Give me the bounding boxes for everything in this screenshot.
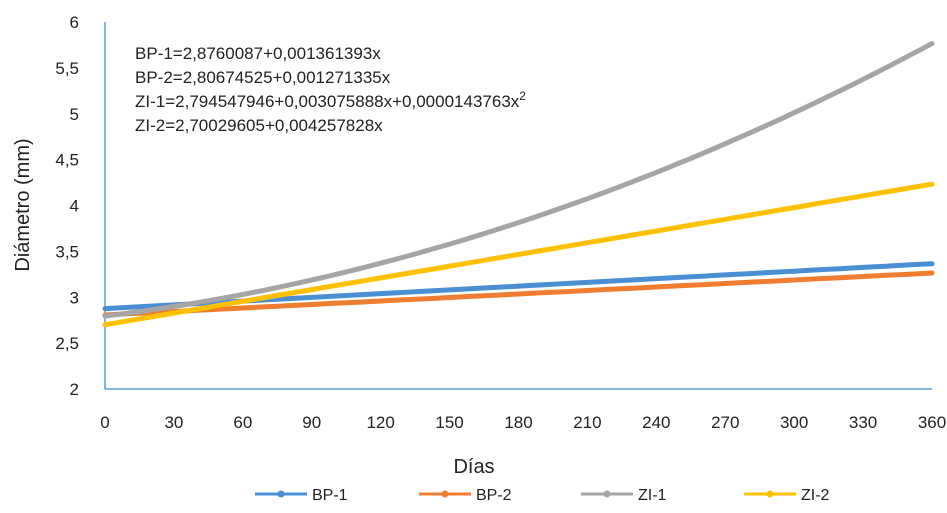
x-tick-label: 180: [504, 413, 532, 432]
x-tick-labels: 0 30 60 90 120 150 180 210 240 270 300 330 360: [100, 413, 946, 432]
y-tick-label: 4,5: [55, 151, 79, 170]
series-line-bp-2: [102, 270, 935, 318]
x-tick-label: 360: [918, 413, 946, 432]
legend-marker-zi-2: [766, 490, 774, 498]
y-tick-label: 4: [70, 197, 79, 216]
y-tick-label: 2,5: [55, 334, 79, 353]
x-tick-label: 240: [642, 413, 670, 432]
y-tick-label: 3,5: [55, 242, 79, 261]
x-tick-label: 210: [573, 413, 601, 432]
x-tick-label: 90: [302, 413, 321, 432]
legend-label-bp-1: BP-1: [312, 487, 348, 504]
x-tick-label: 30: [164, 413, 183, 432]
x-tick-label: 60: [233, 413, 252, 432]
x-tick-label: 300: [780, 413, 808, 432]
axes: [104, 22, 932, 390]
series-line-zi-2: [102, 181, 935, 328]
legend-label-zi-1: ZI-1: [638, 487, 667, 504]
x-tick-label: 270: [711, 413, 739, 432]
series-line-zi-1: [102, 41, 935, 319]
legend: BP-1 BP-2 ZI-1 ZI-2: [255, 487, 830, 504]
x-tick-label: 120: [366, 413, 394, 432]
legend-marker-bp-2: [441, 490, 449, 498]
equations: BP-1=2,8760087+0,001361393x BP-2=2,80674…: [135, 44, 526, 135]
legend-marker-zi-1: [603, 490, 611, 498]
x-axis-title: Días: [453, 456, 494, 478]
legend-label-bp-2: BP-2: [476, 487, 512, 504]
x-tick-label: 150: [435, 413, 463, 432]
equation-bp-2: BP-2=2,80674525+0,001271335x: [135, 68, 391, 87]
series-lines: [102, 41, 935, 328]
legend-label-zi-2: ZI-2: [801, 487, 830, 504]
equation-bp-1: BP-1=2,8760087+0,001361393x: [135, 44, 381, 63]
y-tick-label: 2: [70, 380, 79, 399]
equation-zi-1: ZI-1=2,794547946+0,003075888x+0,00001437…: [135, 89, 526, 111]
x-tick-label: 0: [100, 413, 109, 432]
y-tick-label: 6: [70, 13, 79, 32]
equation-zi-2: ZI-2=2,70029605+0,004257828x: [135, 116, 383, 135]
y-axis-title: Diámetro (mm): [12, 138, 34, 271]
y-tick-labels: 2 2,5 3 3,5 4 4,5 5 5,5 6: [55, 13, 79, 399]
x-tick-label: 330: [849, 413, 877, 432]
y-tick-label: 3: [70, 288, 79, 307]
legend-marker-bp-1: [277, 490, 285, 498]
y-tick-label: 5,5: [55, 59, 79, 78]
y-tick-label: 5: [70, 105, 79, 124]
equation-zi-1-exponent: 2: [519, 89, 526, 103]
